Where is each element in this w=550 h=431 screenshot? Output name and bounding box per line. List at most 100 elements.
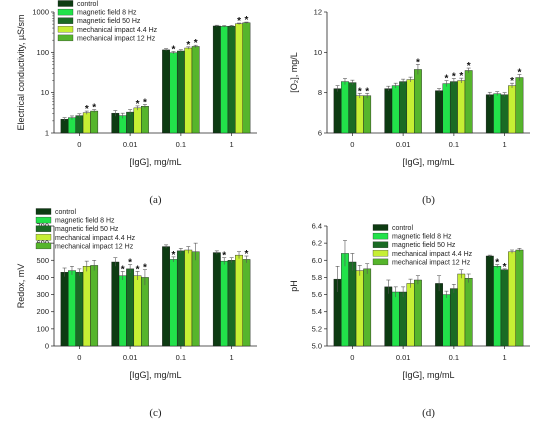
significance-star: * (194, 38, 198, 49)
y-tick-label: 5.4 (312, 307, 322, 316)
bar-0.1-0 (435, 90, 443, 134)
significance-star: * (467, 61, 471, 72)
legend-entry: magnetic field 50 Hz (392, 242, 456, 249)
legend-entry: mechanical impact 4.4 Hz (55, 235, 136, 242)
legend-swatch (35, 208, 52, 215)
bar-0.1-4 (464, 70, 473, 134)
bar-0-1 (341, 253, 349, 347)
y-tick-label: 400 (36, 273, 49, 282)
panel-label: (c) (149, 407, 162, 419)
bar-0-0 (333, 88, 342, 134)
y-tick-label: 6.4 (312, 222, 322, 231)
x-axis-label: [IgG], mg/mL (129, 157, 181, 167)
legend-entry: control (55, 209, 76, 216)
panel-label: (a) (149, 194, 162, 206)
bar-1-1 (493, 266, 502, 347)
significance-star: * (445, 74, 449, 85)
legend-entry: magnetic field 8 Hz (392, 234, 452, 241)
y-tick-label: 1000 (32, 8, 49, 17)
significance-star: * (222, 251, 226, 262)
x-tick-label: 0 (350, 353, 354, 362)
bar-0.1-3 (184, 47, 193, 134)
legend-entry: mechanical impact 4.4 Hz (77, 27, 158, 34)
bar-0.1-4 (464, 278, 473, 347)
significance-star: * (503, 262, 507, 273)
x-tick-label: 0.01 (396, 140, 411, 149)
x-tick-label: 0.01 (123, 353, 138, 362)
bar-0.1-1 (442, 294, 451, 347)
bar-0.01-1 (391, 85, 400, 134)
significance-star: * (358, 86, 362, 97)
significance-star: * (237, 16, 241, 27)
panel-label: (d) (422, 407, 435, 419)
y-tick-label: 10 (41, 88, 49, 97)
bar-1-0 (212, 252, 221, 347)
legend-entry: control (392, 225, 413, 232)
bar-1-3 (235, 254, 243, 347)
bar-0.1-4 (191, 46, 200, 134)
bar-0.1-3 (184, 249, 193, 347)
bar-0.01-0 (384, 88, 393, 134)
significance-star: * (92, 103, 96, 114)
y-tick-label: 5.6 (312, 290, 322, 299)
legend-swatch (35, 225, 52, 232)
panel-label: (b) (422, 194, 435, 206)
bar-0-1 (341, 81, 349, 134)
bar-0.1-1 (442, 83, 451, 134)
x-tick-label: 1 (230, 140, 234, 149)
significance-star: * (128, 258, 132, 269)
bar-0.1-2 (176, 250, 185, 347)
significance-star: * (121, 264, 125, 275)
y-tick-label: 500 (36, 256, 49, 265)
y-tick-label: 300 (36, 290, 49, 299)
y-axis-label: [O₂], mg/L (289, 52, 299, 93)
x-tick-label: 0.1 (176, 140, 186, 149)
bar-1-2 (227, 260, 236, 347)
bar-0-2 (348, 82, 357, 134)
x-axis-label: [IgG], mg/mL (129, 370, 181, 380)
legend-entry: mechanical impact 4.4 Hz (392, 251, 473, 258)
x-tick-label: 1 (503, 140, 507, 149)
x-tick-label: 0.1 (176, 353, 186, 362)
legend-swatch (35, 234, 52, 241)
y-tick-label: 0 (45, 342, 49, 351)
bar-0-3 (82, 266, 91, 347)
significance-star: * (510, 76, 514, 87)
x-tick-label: 0.1 (449, 353, 459, 362)
legend-swatch (372, 250, 389, 257)
significance-star: * (452, 72, 456, 83)
legend-entry: mechanical impact 12 Hz (77, 35, 156, 42)
bar-0-4 (363, 268, 372, 347)
legend-swatch (372, 258, 389, 266)
y-axis-label: pH (289, 280, 299, 292)
bar-1-1 (493, 93, 502, 134)
y-tick-label: 12 (314, 8, 322, 17)
bar-0.01-2 (399, 291, 408, 347)
bar-0.01-4 (414, 69, 422, 134)
bar-0.1-1 (169, 52, 178, 134)
significance-star: * (517, 68, 521, 79)
bar-0.01-3 (406, 79, 415, 134)
y-tick-label: 10 (314, 48, 322, 57)
bar-0-4 (363, 95, 372, 134)
bar-0.01-2 (126, 268, 135, 347)
bar-0.1-0 (435, 283, 443, 347)
bar-0.1-0 (162, 246, 170, 347)
bar-1-0 (485, 94, 494, 134)
y-tick-label: 6.2 (312, 239, 322, 248)
legend-swatch (372, 232, 389, 240)
legend-entry: magnetic field 8 Hz (77, 10, 137, 17)
legend-entry: magnetic field 50 Hz (55, 226, 119, 233)
x-tick-label: 0 (350, 140, 354, 149)
bar-0.01-0 (111, 261, 120, 347)
bar-1-0 (212, 25, 221, 134)
bar-0-0 (60, 118, 69, 134)
bar-0-0 (60, 272, 69, 347)
significance-star: * (186, 40, 190, 51)
x-tick-label: 1 (230, 353, 234, 362)
y-tick-label: 1 (45, 129, 49, 138)
bar-0.01-2 (399, 81, 408, 134)
